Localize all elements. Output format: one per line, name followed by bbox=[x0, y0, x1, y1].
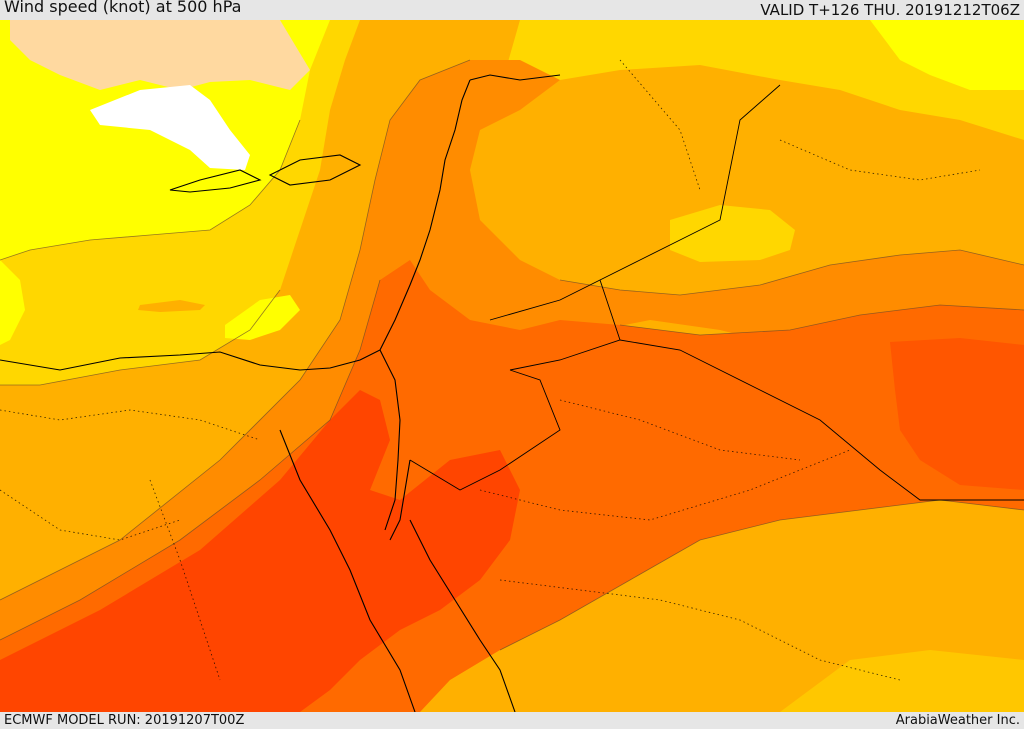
footer-bar: ECMWF MODEL RUN: 20191207T00Z ArabiaWeat… bbox=[0, 712, 1024, 729]
dotted-borders bbox=[0, 59, 981, 681]
band-moderate-south bbox=[780, 650, 1024, 712]
header-bar: Wind speed (knot) at 500 hPa VALID T+126… bbox=[0, 0, 1024, 20]
wind-speed-map bbox=[0, 20, 1024, 712]
credit: ArabiaWeather Inc. bbox=[895, 713, 1020, 728]
band-peach-north bbox=[10, 20, 310, 90]
contour-lines bbox=[0, 59, 1024, 651]
band-white bbox=[90, 85, 250, 170]
band-strongest bbox=[0, 390, 520, 712]
political-borders bbox=[409, 84, 1024, 501]
band-moderate-mid bbox=[670, 205, 795, 262]
band-light-patch bbox=[0, 260, 25, 345]
map-title: Wind speed (knot) at 500 hPa bbox=[4, 0, 242, 16]
band-light-northeast bbox=[870, 20, 1024, 90]
band-strongest-east bbox=[890, 338, 1024, 490]
valid-time: VALID T+126 THU. 20191212T06Z bbox=[760, 1, 1020, 19]
coastlines bbox=[0, 74, 561, 712]
band-moderate-patch bbox=[138, 300, 205, 312]
model-run: ECMWF MODEL RUN: 20191207T00Z bbox=[4, 713, 245, 728]
band-light-patch-2 bbox=[225, 295, 300, 340]
